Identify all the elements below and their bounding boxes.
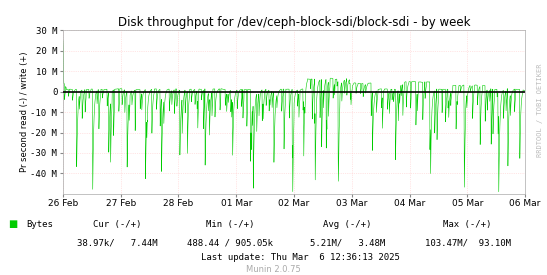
Text: ■: ■ bbox=[8, 219, 18, 229]
Text: 5.21M/   3.48M: 5.21M/ 3.48M bbox=[310, 239, 385, 248]
Text: 488.44 / 905.05k: 488.44 / 905.05k bbox=[187, 239, 273, 248]
Text: 38.97k/   7.44M: 38.97k/ 7.44M bbox=[77, 239, 158, 248]
Text: Cur (-/+): Cur (-/+) bbox=[94, 220, 142, 229]
Y-axis label: Pr second read (-) / write (+): Pr second read (-) / write (+) bbox=[20, 52, 29, 172]
Text: RRDTOOL / TOBI OETIKER: RRDTOOL / TOBI OETIKER bbox=[537, 63, 543, 157]
Text: Max (-/+): Max (-/+) bbox=[444, 220, 492, 229]
Text: 103.47M/  93.10M: 103.47M/ 93.10M bbox=[424, 239, 511, 248]
Text: Min (-/+): Min (-/+) bbox=[206, 220, 254, 229]
Text: Munin 2.0.75: Munin 2.0.75 bbox=[246, 265, 301, 274]
Text: Avg (-/+): Avg (-/+) bbox=[323, 220, 371, 229]
Text: Last update: Thu Mar  6 12:36:13 2025: Last update: Thu Mar 6 12:36:13 2025 bbox=[201, 253, 400, 262]
Title: Disk throughput for /dev/ceph-block-sdi/block-sdi - by week: Disk throughput for /dev/ceph-block-sdi/… bbox=[118, 16, 470, 29]
Text: Bytes: Bytes bbox=[26, 220, 53, 229]
